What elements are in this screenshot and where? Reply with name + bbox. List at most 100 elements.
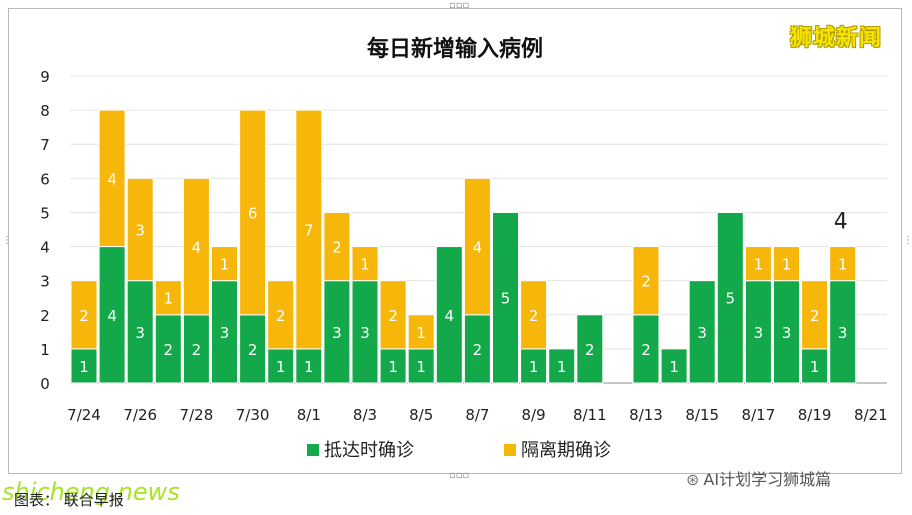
bar-arrival-segment: [801, 348, 829, 384]
bar-data-label: 1: [782, 256, 792, 274]
bar-data-label: 1: [416, 358, 426, 376]
y-tick-label: 4: [40, 239, 50, 257]
bar-arrival-segment: [492, 211, 519, 384]
y-axis-ticks: 0 1 2 3 4 5 6 7 8 9: [40, 68, 50, 393]
bar-arrival-segment: [688, 280, 716, 384]
y-tick-label: 6: [40, 170, 50, 188]
x-tick-label: 8/1: [297, 406, 321, 424]
bar-data-label: 1: [304, 358, 314, 376]
bar-data-label: 1: [360, 256, 370, 274]
bar-arrival-segment: [351, 280, 379, 384]
bar-arrival-segment: [463, 314, 491, 384]
bar-arrival-segment: [435, 246, 463, 384]
bar-arrival-segment: [660, 348, 688, 384]
chart-annotation: 4: [834, 210, 848, 235]
bar-data-label: 2: [473, 341, 483, 359]
legend-swatch: [504, 444, 516, 456]
bar-arrival-segment: [548, 348, 576, 384]
bar-data-label: 2: [641, 273, 651, 291]
bar-arrival-segment: [829, 280, 857, 384]
bar-data-label: 1: [669, 358, 679, 376]
bar-data-label: 2: [248, 341, 258, 359]
bar-quarantine-segment: [239, 109, 267, 316]
bar-data-label: 1: [220, 256, 230, 274]
bar-quarantine-segment: [407, 314, 435, 350]
resize-handle-right[interactable]: ⋮: [903, 235, 912, 246]
x-tick-label: 7/28: [180, 406, 214, 424]
bar-data-label: 4: [107, 170, 117, 188]
bar-data-label: 2: [79, 307, 89, 325]
bar-data-label: 4: [192, 239, 202, 257]
bar-data-label: 4: [107, 307, 117, 325]
chart-frame: [8, 8, 902, 474]
bar-quarantine-segment: [154, 280, 182, 316]
bar-quarantine-segment: [295, 109, 323, 350]
bar-quarantine-segment: [379, 280, 407, 350]
x-tick-label: 8/15: [685, 406, 719, 424]
bar-arrival-segment: [520, 348, 548, 384]
legend: 抵达时确诊 隔离期确诊: [307, 440, 611, 461]
bar-data-label: 1: [416, 324, 426, 342]
x-tick-label: 8/9: [522, 406, 546, 424]
resize-handle-bottom[interactable]: ▫▫▫: [449, 470, 470, 481]
bar-data-label: 3: [220, 324, 230, 342]
bar-quarantine-segment: [520, 280, 548, 350]
wechat-watermark: ⊛ AI计划学习狮城篇: [686, 466, 831, 490]
bar-data-label: 2: [641, 341, 651, 359]
bar-data-label: 2: [529, 307, 539, 325]
bar-data-label: 2: [164, 341, 174, 359]
x-tick-label: 8/19: [798, 406, 832, 424]
chart-title: 每日新增输入病例: [367, 36, 543, 62]
bar-data-label: 2: [388, 307, 398, 325]
bar-quarantine-segment: [70, 280, 98, 350]
bar-quarantine-segment: [463, 177, 491, 316]
y-tick-label: 5: [40, 204, 50, 222]
legend-swatch: [307, 444, 319, 456]
legend-label: 抵达时确诊: [324, 440, 414, 461]
bar-data-label: 1: [276, 358, 286, 376]
bar-data-label: 1: [388, 358, 398, 376]
wechat-account: AI计划学习狮城篇: [703, 470, 832, 489]
bar-data-label: 3: [360, 324, 370, 342]
bar-arrival-segment: [211, 280, 238, 384]
bar-arrival-segment: [295, 348, 323, 384]
bar-data-label: 3: [697, 324, 707, 342]
corner-watermark: 狮城新闻: [790, 26, 883, 51]
bar-data-label: 1: [79, 358, 89, 376]
bar-data-label: 1: [810, 358, 820, 376]
bar-quarantine-segment: [773, 246, 800, 282]
x-tick-label: 8/21: [854, 406, 888, 424]
x-tick-label: 7/24: [67, 406, 101, 424]
legend-label: 隔离期确诊: [521, 440, 611, 461]
bar-data-label: 6: [248, 204, 258, 222]
bar-quarantine-segment: [323, 211, 351, 282]
bar-quarantine-segment: [351, 246, 379, 282]
resize-handle-top[interactable]: ▫▫▫: [449, 0, 470, 11]
bar-arrival-segment: [576, 314, 604, 384]
bar-data-label: 2: [276, 307, 286, 325]
bar-data-label: 2: [332, 239, 342, 257]
bar-data-label: 2: [192, 341, 202, 359]
x-tick-label: 8/7: [465, 406, 489, 424]
bar-arrival-segment: [239, 314, 267, 384]
bar-arrival-segment: [323, 280, 351, 384]
x-tick-label: 7/30: [236, 406, 270, 424]
x-tick-label: 8/5: [409, 406, 433, 424]
bar-data-label: 5: [501, 290, 511, 308]
bar-quarantine-segment: [267, 280, 295, 350]
bar-data-label: 7: [304, 222, 314, 240]
bar-data-label: 4: [445, 307, 455, 325]
y-tick-label: 2: [40, 307, 50, 325]
bar-quarantine-segment: [801, 280, 829, 350]
wechat-icon: ⊛: [686, 470, 700, 489]
bar-data-label: 4: [473, 239, 483, 257]
y-tick-label: 1: [40, 341, 50, 359]
resize-handle-left[interactable]: ⋮: [2, 235, 12, 246]
bar-data-label: 1: [164, 290, 174, 308]
bar-data-label: 1: [529, 358, 539, 376]
bar-arrival-segment: [744, 280, 772, 384]
bar-arrival-segment: [267, 348, 295, 384]
bar-data-label: 3: [838, 324, 848, 342]
y-tick-label: 8: [40, 102, 50, 120]
bar-arrival-segment: [70, 348, 98, 384]
